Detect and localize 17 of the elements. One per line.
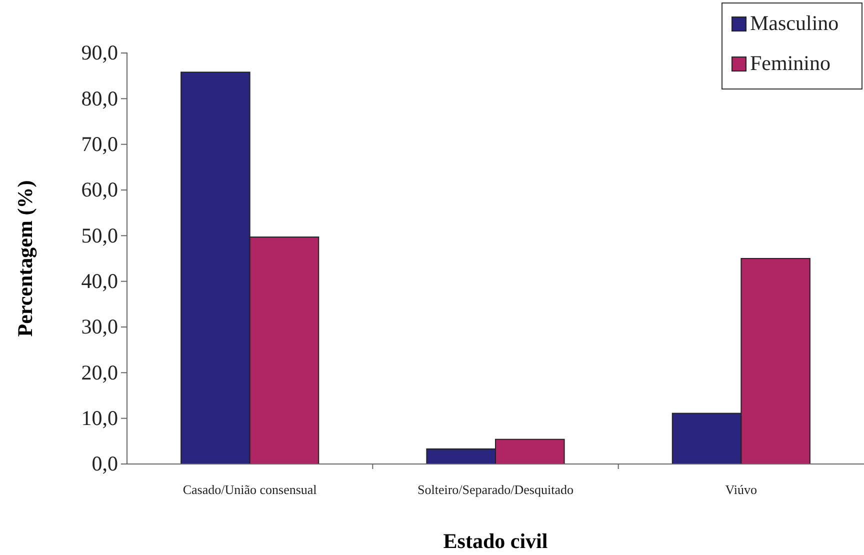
y-tick-label: 30,0: [81, 314, 118, 339]
legend-label: Masculino: [750, 11, 839, 35]
y-tick-label: 80,0: [81, 86, 118, 110]
legend-label: Feminino: [750, 51, 831, 75]
y-tick-label: 20,0: [81, 360, 118, 384]
y-tick-label: 0,0: [92, 452, 118, 476]
y-tick-label: 10,0: [81, 406, 118, 430]
x-tick-label: Viúvo: [725, 482, 758, 497]
y-tick-label: 70,0: [81, 132, 118, 156]
y-tick-label: 40,0: [81, 269, 118, 294]
y-tick-label: 90,0: [81, 40, 118, 65]
x-tick-label: Solteiro/Separado/Desquitado: [418, 482, 574, 497]
x-tick-label: Casado/União consensual: [182, 482, 318, 497]
x-axis-title: Estado civil: [443, 529, 548, 553]
y-tick-label: 50,0: [81, 223, 118, 248]
y-tick-label: 60,0: [81, 178, 118, 202]
y-axis-title: Percentagem (%): [13, 180, 37, 337]
